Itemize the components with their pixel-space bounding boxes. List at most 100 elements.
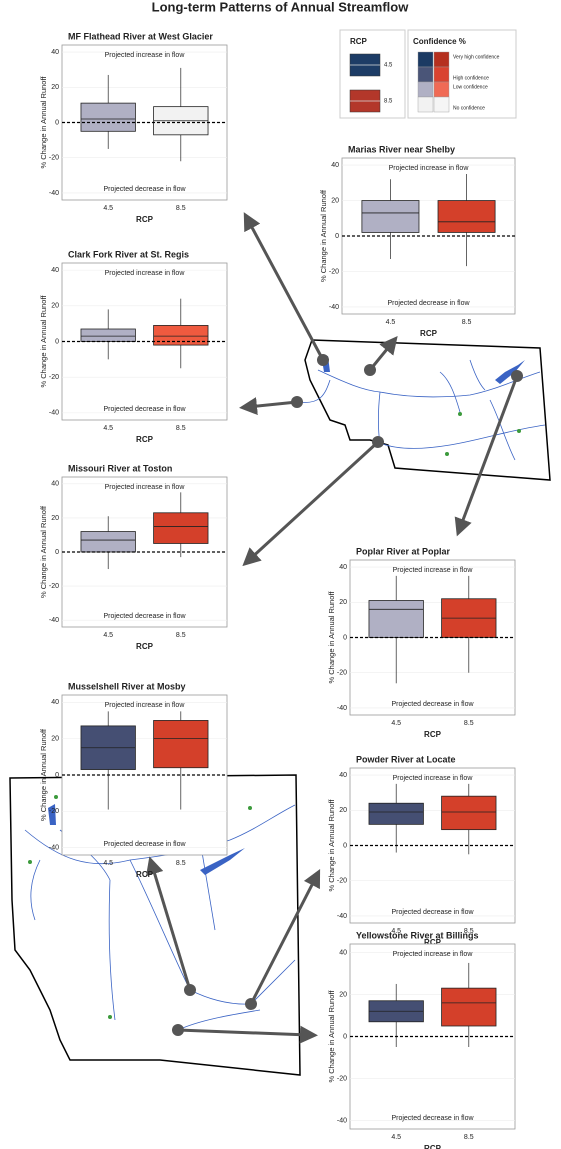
x-tick-label: 4.5 — [103, 860, 113, 867]
x-axis-label: RCP — [424, 730, 442, 739]
annotation: Projected increase in flow — [393, 567, 474, 574]
x-axis-label: RCP — [136, 215, 154, 224]
panel: Clark Fork River at St. Regis -40 -20 0 20 40… — [39, 249, 228, 444]
x-tick-label: 8.5 — [176, 860, 186, 867]
y-axis-label: % Change in Annual Runoff — [327, 799, 336, 892]
panel-title: MF Flathead River at West Glacier — [68, 31, 213, 41]
legend-swatch — [417, 81, 434, 98]
x-axis-label: RCP — [424, 938, 442, 947]
legend-label: No confidence — [453, 105, 485, 111]
legend-swatch — [433, 81, 450, 98]
x-tick-label: 8.5 — [176, 632, 186, 639]
legend-label: Very high confidence — [453, 54, 500, 60]
y-tick-label: 20 — [51, 84, 59, 91]
y-tick-label: -20 — [337, 1075, 347, 1082]
y-tick-label: 40 — [51, 49, 59, 56]
legend-swatch — [417, 66, 434, 83]
y-tick-label: -20 — [49, 374, 59, 381]
legend-title: RCP — [350, 37, 368, 46]
y-tick-label: 40 — [51, 267, 59, 274]
y-tick-label: -20 — [49, 583, 59, 590]
y-axis-label: % Change in Annual Runoff — [39, 295, 48, 388]
y-axis-label: % Change in Annual Runoff — [39, 505, 48, 598]
annotation: Projected decrease in flow — [391, 701, 474, 708]
x-tick-label: 4.5 — [103, 425, 113, 432]
y-tick-label: -40 — [49, 190, 59, 197]
legend-label: 4.5 — [384, 63, 393, 69]
y-tick-label: 40 — [339, 564, 347, 571]
y-tick-label: -20 — [329, 268, 339, 275]
x-axis-label: RCP — [136, 870, 154, 879]
legend-label: Low confidence — [453, 84, 488, 90]
y-tick-label: -40 — [337, 1117, 347, 1124]
x-tick-label: 8.5 — [462, 319, 472, 326]
x-tick-label: 8.5 — [176, 425, 186, 432]
y-tick-label: -40 — [49, 845, 59, 852]
x-tick-label: 4.5 — [386, 319, 396, 326]
panel-title: Missouri River at Toston — [68, 463, 172, 473]
y-axis-label: % Change in Annual Runoff — [319, 189, 328, 282]
y-tick-label: -40 — [337, 913, 347, 920]
legend-swatch — [433, 66, 450, 83]
panel: Musselshell River at Mosby -40 -20 0 20 40 % C… — [39, 681, 228, 879]
x-axis-label: RCP — [136, 435, 154, 444]
panel-title: Poplar River at Poplar — [356, 546, 451, 556]
y-tick-label: -40 — [329, 304, 339, 311]
box — [80, 531, 136, 553]
y-tick-label: -20 — [337, 670, 347, 677]
legend-swatch — [417, 51, 434, 68]
y-tick-label: 20 — [339, 599, 347, 606]
annotation: Projected decrease in flow — [103, 613, 186, 620]
arrows — [146, 212, 523, 1044]
y-tick-label: 20 — [339, 991, 347, 998]
annotation: Projected increase in flow — [105, 270, 186, 277]
x-axis-label: RCP — [420, 329, 438, 338]
annotation: Projected decrease in flow — [391, 1115, 474, 1122]
annotation: Projected increase in flow — [105, 52, 186, 59]
box — [153, 720, 209, 769]
annotation: Projected increase in flow — [393, 951, 474, 958]
annotation: Projected increase in flow — [389, 165, 470, 172]
annotation: Projected decrease in flow — [103, 406, 186, 413]
annotation: Projected increase in flow — [105, 484, 186, 491]
annotation: Projected decrease in flow — [103, 841, 186, 848]
y-tick-label: -40 — [49, 617, 59, 624]
box — [437, 200, 496, 233]
y-tick-label: 0 — [335, 233, 339, 240]
y-tick-label: 40 — [331, 162, 339, 169]
x-tick-label: 4.5 — [391, 1134, 401, 1141]
panel: Yellowstone River at Billings -40 -20 0 20 40… — [327, 930, 516, 1149]
page-title: Long-term Patterns of Annual Streamflow — [152, 0, 410, 14]
panel: MF Flathead River at West Glacier -40 -20 0… — [39, 31, 228, 224]
box — [153, 512, 209, 544]
panel-title: Powder River at Locate — [356, 754, 456, 764]
annotation: Projected increase in flow — [393, 775, 474, 782]
x-tick-label: 8.5 — [176, 205, 186, 212]
box — [80, 328, 136, 342]
y-tick-label: 20 — [51, 515, 59, 522]
box — [80, 102, 136, 132]
y-tick-label: 40 — [51, 699, 59, 706]
y-tick-label: -20 — [337, 878, 347, 885]
box — [153, 325, 209, 346]
legend-swatch — [433, 51, 450, 68]
y-tick-label: 40 — [51, 481, 59, 488]
y-tick-label: 20 — [339, 807, 347, 814]
panel: Missouri River at Toston -40 -20 0 20 40 % Cha… — [39, 463, 228, 651]
x-tick-label: 4.5 — [103, 205, 113, 212]
x-tick-label: 4.5 — [103, 632, 113, 639]
annotation: Projected increase in flow — [105, 702, 186, 709]
panel-title: Clark Fork River at St. Regis — [68, 249, 189, 259]
y-tick-label: 0 — [55, 119, 59, 126]
box — [361, 200, 420, 233]
x-axis-label: RCP — [136, 642, 154, 651]
legend-label: 8.5 — [384, 99, 393, 105]
y-axis-label: % Change in Annual Runoff — [39, 76, 48, 169]
y-tick-label: -40 — [49, 410, 59, 417]
legend-title: Confidence % — [413, 37, 466, 46]
y-tick-label: -20 — [49, 808, 59, 815]
panel: Powder River at Locate -40 -20 0 20 40 % Chang… — [327, 754, 516, 947]
panel: Marias River near Shelby -40 -20 0 20 40 % Cha… — [319, 144, 516, 338]
map-top — [297, 339, 551, 481]
y-tick-label: 0 — [343, 634, 347, 641]
